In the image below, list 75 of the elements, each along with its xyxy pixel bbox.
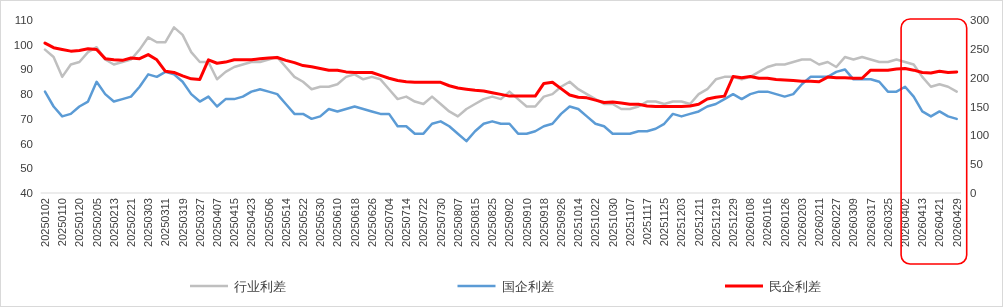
- x-tick-label: 20260429: [950, 198, 963, 247]
- y2-tick-label: 50: [970, 158, 983, 171]
- x-tick-label: 20260116: [761, 198, 774, 247]
- legend-label: 行业利差: [234, 279, 286, 294]
- y-tick-label: 70: [20, 112, 33, 125]
- x-tick-label: 20251211: [692, 198, 705, 247]
- x-tick-label: 20251203: [675, 198, 688, 247]
- x-tick-label: 20250407: [211, 198, 224, 247]
- legend-item: 民企利差: [725, 279, 821, 294]
- x-tick-label: 20250730: [434, 198, 447, 247]
- y2-tick-label: 150: [970, 100, 990, 113]
- x-tick-label: 20250514: [279, 198, 292, 247]
- x-tick-label: 20250415: [228, 198, 241, 247]
- x-tick-label: 20251022: [589, 198, 602, 247]
- x-tick-label: 20250926: [555, 198, 568, 247]
- x-tick-label: 20250918: [537, 198, 550, 247]
- y-tick-label: 50: [20, 162, 33, 175]
- x-tick-label: 20260126: [778, 198, 791, 247]
- x-tick-label: 20260211: [813, 198, 826, 247]
- y2-tick-label: 100: [970, 129, 990, 142]
- x-tick-label: 20250704: [383, 198, 396, 247]
- x-tick-label: 20250610: [331, 198, 344, 247]
- x-tick-label: 20250522: [297, 198, 310, 247]
- x-tick-label: 20250825: [486, 198, 499, 247]
- x-tick-label: 20260203: [795, 198, 808, 247]
- x-tick-label: 20251229: [727, 198, 740, 247]
- x-tick-label: 20260108: [744, 198, 757, 247]
- x-tick-label: 20250327: [193, 198, 206, 247]
- x-tick-label: 20251014: [572, 198, 585, 247]
- x-tick-label: 20250213: [107, 198, 120, 247]
- y-tick-label: 100: [13, 38, 33, 51]
- x-tick-label: 20260421: [933, 198, 946, 247]
- x-tick-label: 20251117: [641, 198, 654, 246]
- x-tick-label: 20250722: [417, 198, 430, 247]
- x-tick-label: 20250311: [159, 198, 172, 247]
- legend-label: 国企利差: [501, 279, 554, 294]
- x-tick-label: 20250815: [469, 198, 482, 247]
- x-tick-label: 20250205: [90, 198, 103, 247]
- legend-item: 行业利差: [190, 279, 286, 294]
- x-tick-label: 20250102: [39, 198, 51, 247]
- y-tick-label: 40: [20, 187, 33, 199]
- x-tick-label: 20251107: [623, 198, 636, 247]
- y-tick-label: 80: [20, 88, 33, 101]
- x-tick-label: 20260309: [847, 198, 860, 247]
- x-tick-label: 20250530: [314, 198, 327, 247]
- y2-tick-label: 0: [970, 187, 977, 199]
- y-tick-label: 60: [20, 137, 33, 150]
- x-tick-label: 20260227: [830, 198, 843, 247]
- y-tick-label: 110: [14, 14, 33, 26]
- x-tick-label: 20250807: [451, 198, 464, 247]
- x-tick-label: 20250120: [73, 198, 86, 247]
- y2-tick-label: 300: [970, 14, 990, 26]
- x-tick-label: 20260325: [881, 198, 894, 247]
- x-tick-label: 20251219: [709, 198, 722, 247]
- legend-item: 国企利差: [457, 279, 554, 294]
- x-tick-label: 20250110: [56, 198, 69, 247]
- x-tick-label: 20250506: [262, 198, 275, 247]
- y2-tick-label: 250: [970, 42, 990, 55]
- x-tick-label: 20250221: [125, 198, 138, 247]
- x-tick-label: 20250910: [520, 198, 533, 247]
- x-tick-label: 20250618: [348, 198, 361, 247]
- x-tick-label: 20250714: [400, 198, 413, 247]
- x-tick-label: 20250303: [142, 198, 155, 247]
- x-tick-label: 20250319: [176, 198, 189, 247]
- x-tick-label: 20251030: [606, 198, 619, 247]
- x-tick-label: 20260317: [864, 198, 877, 247]
- y2-tick-label: 200: [970, 71, 990, 84]
- x-tick-label: 20251125: [658, 198, 671, 247]
- x-tick-label: 20260413: [916, 198, 929, 247]
- y-tick-label: 90: [20, 63, 33, 76]
- x-tick-label: 20250902: [503, 198, 516, 247]
- x-tick-label: 20250423: [245, 198, 258, 247]
- legend-label: 民企利差: [769, 279, 821, 294]
- x-tick-label: 20260402: [899, 198, 912, 247]
- x-tick-label: 20250626: [365, 198, 378, 247]
